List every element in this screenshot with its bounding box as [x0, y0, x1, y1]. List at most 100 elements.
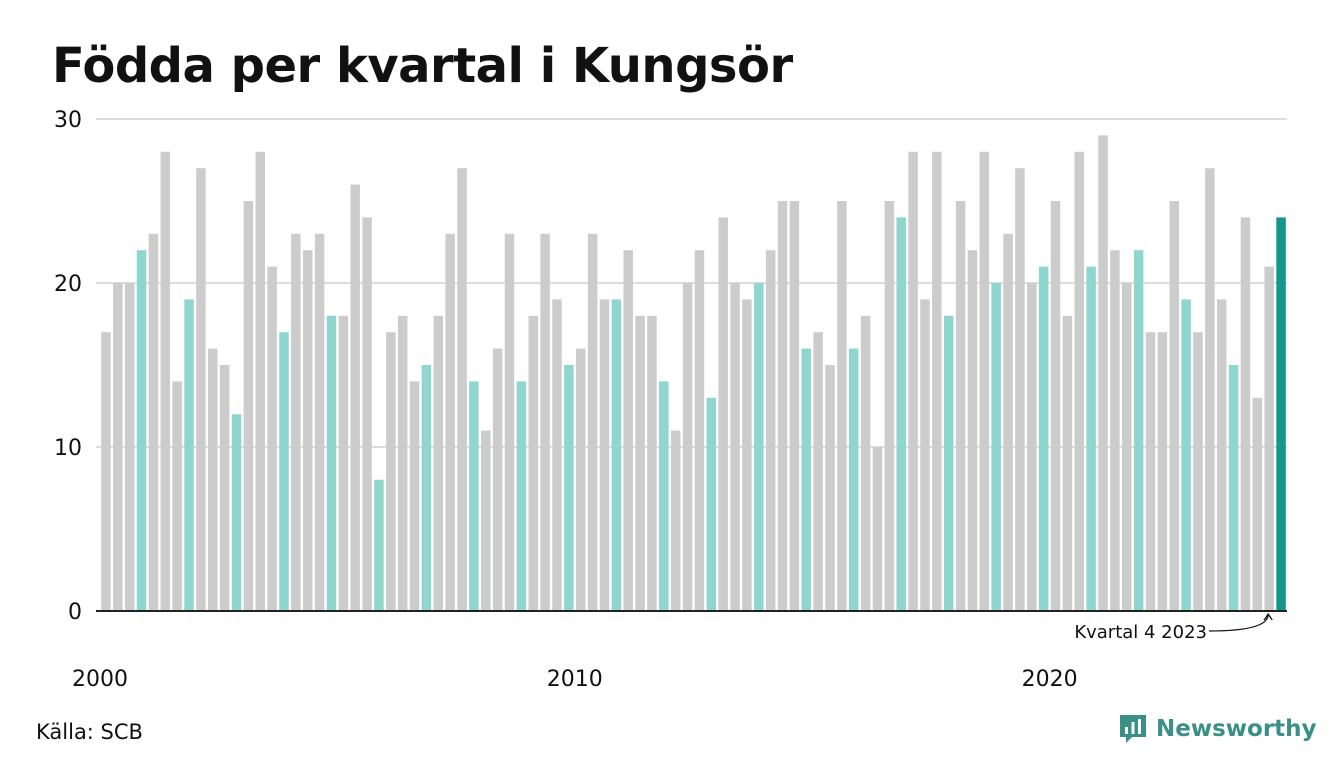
latest-annotation: Kvartal 4 2023	[1074, 612, 1273, 643]
bar	[801, 348, 812, 611]
bar	[528, 315, 539, 611]
bar-chart: 0 10 20 30 2000 2010 2020 Kvartal 4 2023	[54, 108, 1287, 692]
bar	[1050, 201, 1061, 611]
bar	[1276, 217, 1286, 611]
bar	[1145, 332, 1156, 611]
bar	[706, 397, 717, 611]
bar	[564, 365, 574, 611]
bar	[552, 299, 562, 611]
bar	[1240, 217, 1251, 611]
bar	[1062, 315, 1073, 611]
y-tick-label: 10	[54, 436, 82, 461]
bar	[445, 233, 455, 612]
bar	[694, 250, 705, 611]
bar	[386, 332, 396, 611]
bar	[825, 365, 835, 611]
bar	[302, 250, 313, 611]
bar	[1216, 299, 1227, 611]
bar	[682, 283, 693, 611]
bar	[623, 250, 633, 611]
bar	[350, 184, 360, 611]
bar	[101, 332, 111, 611]
bar	[777, 201, 788, 611]
bar	[504, 233, 515, 612]
bar	[659, 381, 669, 611]
x-axis-labels: 2000 2010 2020	[72, 667, 1078, 692]
bar	[1133, 250, 1144, 611]
bar	[492, 348, 503, 611]
bar	[765, 250, 776, 611]
bar	[1098, 135, 1108, 611]
y-tick-label: 30	[54, 108, 82, 133]
bar	[575, 348, 586, 611]
bar	[208, 348, 218, 611]
bar	[813, 332, 823, 611]
bar	[433, 315, 444, 611]
bar	[291, 233, 301, 612]
bar	[587, 233, 598, 612]
bar	[397, 315, 408, 611]
x-tick-label: 2020	[1022, 667, 1078, 692]
bar	[196, 168, 206, 611]
bar	[1027, 283, 1037, 611]
bar	[730, 283, 740, 611]
bar	[742, 299, 752, 611]
bar	[1252, 397, 1263, 611]
bar	[255, 151, 265, 612]
bar	[362, 217, 372, 611]
x-tick-label: 2000	[72, 667, 128, 692]
chart-title: Födda per kvartal i Kungsör	[52, 38, 793, 94]
bar	[1074, 151, 1085, 612]
bar	[314, 233, 325, 612]
bar	[457, 168, 467, 611]
bar	[789, 201, 800, 611]
bar	[469, 381, 479, 611]
bar	[1169, 201, 1179, 611]
newsworthy-logo-icon	[1120, 715, 1146, 743]
bar	[326, 315, 337, 611]
bar	[872, 447, 883, 611]
newsworthy-logo[interactable]: Newsworthy	[1118, 713, 1317, 745]
bar	[1228, 365, 1239, 611]
bar	[967, 250, 978, 611]
source-note: Källa: SCB	[36, 720, 143, 744]
bar	[884, 201, 895, 611]
bar	[635, 315, 645, 611]
bar	[1110, 250, 1120, 611]
bar	[113, 283, 123, 611]
annotation-arrowhead	[1263, 612, 1273, 621]
bar	[160, 151, 171, 612]
bar	[848, 348, 859, 611]
bar	[409, 381, 420, 611]
bar	[279, 332, 289, 611]
bar	[1264, 266, 1274, 611]
bar	[1157, 332, 1168, 611]
bar	[231, 414, 242, 611]
bar	[481, 430, 491, 611]
bar	[1193, 332, 1203, 611]
bar	[611, 299, 622, 611]
bar	[1205, 168, 1215, 611]
bar	[908, 151, 918, 612]
bar	[670, 430, 681, 611]
bar	[136, 250, 147, 611]
bar	[374, 479, 384, 611]
bar	[860, 315, 871, 611]
y-tick-label: 20	[54, 272, 82, 297]
bar	[338, 315, 349, 611]
bar	[184, 299, 194, 611]
bar	[1015, 168, 1025, 611]
y-axis-labels: 0 10 20 30	[54, 108, 82, 625]
annotation-arrow	[1208, 614, 1269, 632]
bar	[243, 201, 254, 611]
bar	[219, 365, 230, 611]
bar	[991, 283, 1001, 611]
bar	[920, 299, 930, 611]
bar	[932, 151, 942, 612]
bar	[1181, 299, 1191, 611]
bar	[647, 315, 657, 611]
bar	[267, 266, 277, 611]
bar	[1122, 283, 1132, 611]
bar	[979, 151, 990, 612]
bars	[101, 135, 1286, 612]
